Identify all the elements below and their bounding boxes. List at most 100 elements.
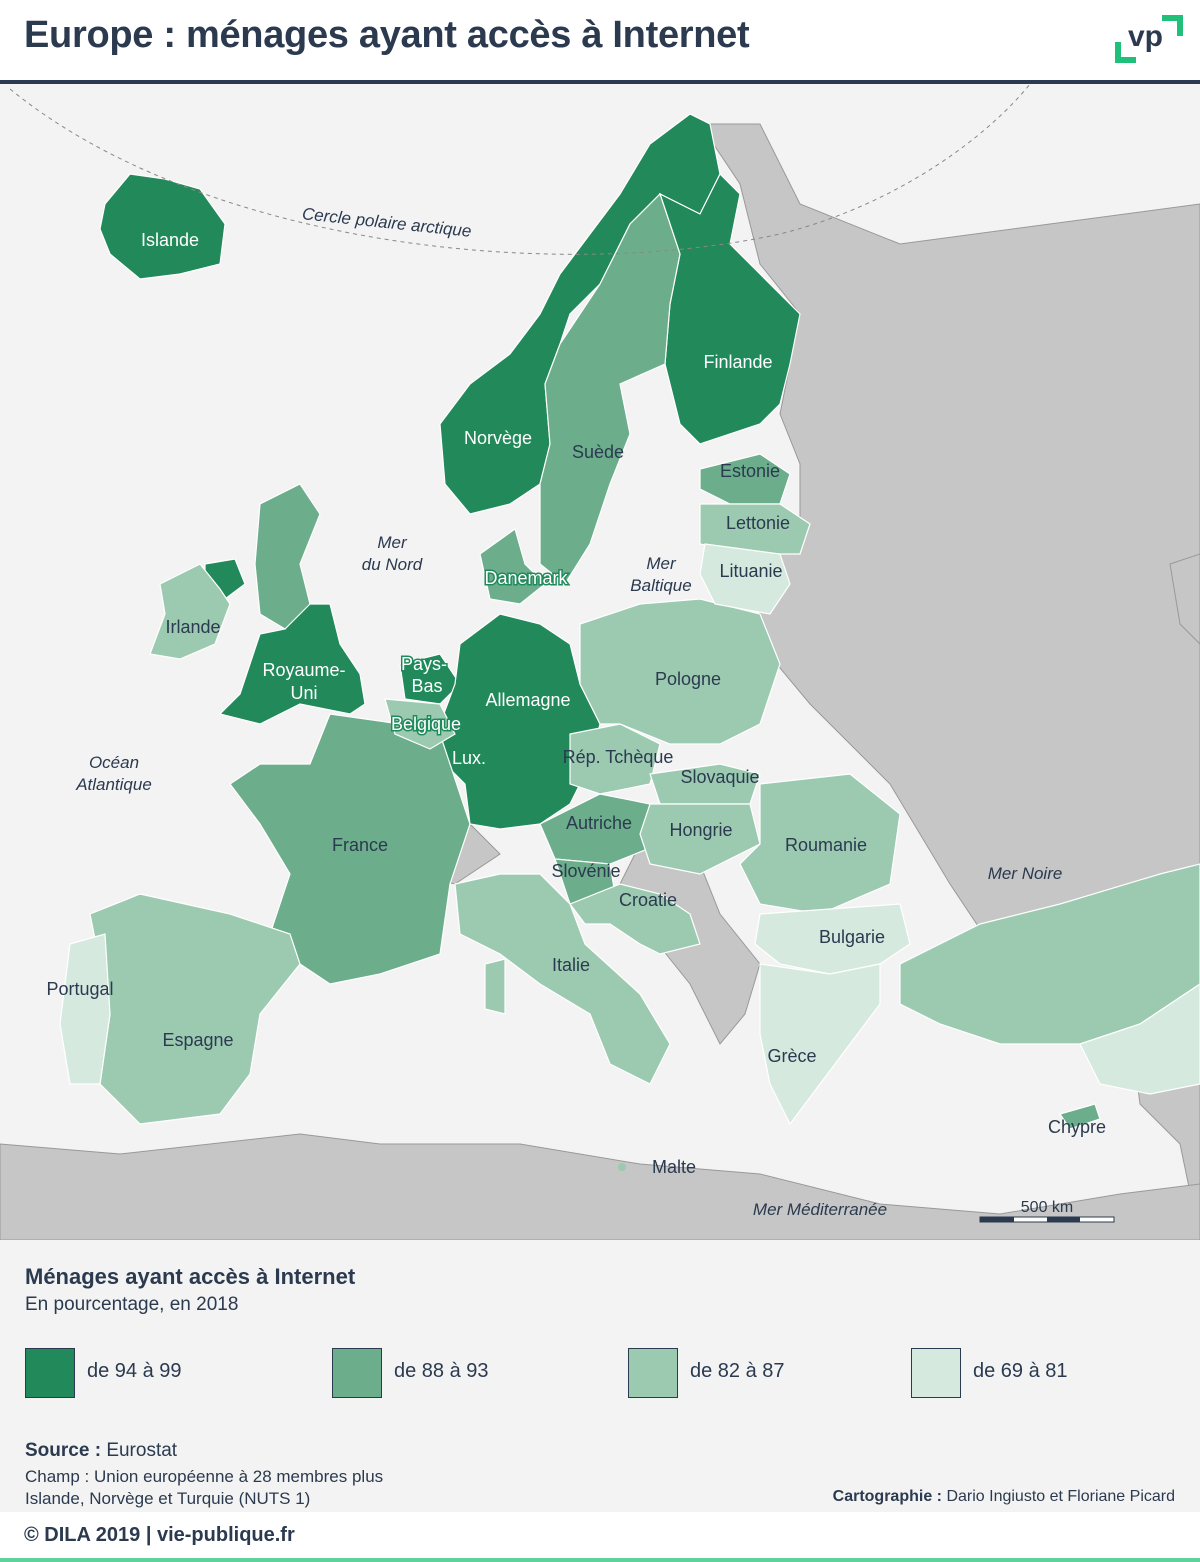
label-pays-bas-1: Pays- <box>401 654 447 674</box>
scale-label: 500 km <box>1021 1199 1073 1216</box>
country-turquie-east[interactable] <box>1079 983 1200 1095</box>
label-estonie: Estonie <box>720 461 780 481</box>
footer: © DILA 2019 | vie-publique.fr <box>0 1512 1200 1562</box>
label-mediterranean: Mer Méditerranée <box>753 1200 887 1219</box>
page-title: Europe : ménages ayant accès à Internet <box>24 14 750 56</box>
country-lettonie[interactable] <box>699 503 811 555</box>
source-scope: Champ : Union européenne à 28 membres pl… <box>25 1467 384 1508</box>
label-rep-tcheque: Rép. Tchèque <box>563 747 674 767</box>
label-roumanie: Roumanie <box>785 835 867 855</box>
label-danemark: Danemark <box>484 568 568 588</box>
label-grece: Grèce <box>767 1046 816 1066</box>
source-value: Eurostat <box>106 1440 178 1461</box>
label-italie: Italie <box>552 955 590 975</box>
country-france[interactable] <box>229 713 471 985</box>
legend: Ménages ayant accès à Internet En pource… <box>0 1240 1200 1512</box>
country-slovaquie[interactable] <box>649 763 761 805</box>
label-lituanie: Lituanie <box>719 561 782 581</box>
legend-swatch <box>911 1348 961 1398</box>
label-atlantic-2: Atlantique <box>75 775 152 794</box>
label-royaume-uni-1: Royaume- <box>262 660 345 680</box>
credits-label: Cartographie : <box>832 1488 942 1505</box>
label-baltic-2: Baltique <box>630 576 691 595</box>
country-lituanie[interactable] <box>699 543 791 615</box>
footer-text[interactable]: © DILA 2019 | vie-publique.fr <box>24 1524 295 1546</box>
header: Europe : ménages ayant accès à Internet … <box>0 0 1200 82</box>
label-malte: Malte <box>652 1157 696 1177</box>
legend-title: Ménages ayant accès à Internet <box>25 1264 356 1289</box>
class-82-87 <box>89 503 1200 1125</box>
label-atlantic-1: Océan <box>89 753 139 772</box>
europe-map[interactable]: Cercle polaire arctique Mer du Nord Mer … <box>0 84 1200 1240</box>
label-islande: Islande <box>141 230 199 250</box>
logo-brackets-icon <box>1115 15 1183 63</box>
label-pays-bas-2: Bas <box>411 676 442 696</box>
country-hongrie[interactable] <box>639 803 761 875</box>
label-france: France <box>332 835 388 855</box>
label-irlande: Irlande <box>165 617 220 637</box>
label-hongrie: Hongrie <box>669 820 732 840</box>
legend-label: de 82 à 87 <box>690 1360 785 1382</box>
label-autriche: Autriche <box>566 813 632 833</box>
country-scotland[interactable] <box>254 483 321 630</box>
arctic-circle-line <box>9 84 1031 255</box>
label-north-sea-2: du Nord <box>362 555 423 574</box>
label-black-sea: Mer Noire <box>988 864 1063 883</box>
country-pays-bas[interactable] <box>399 653 461 705</box>
legend-swatch <box>25 1348 75 1398</box>
label-suede: Suède <box>572 442 624 462</box>
country-islande[interactable] <box>99 173 226 280</box>
country-portugal[interactable] <box>59 933 111 1085</box>
class-94-99 <box>99 113 801 830</box>
label-lettonie: Lettonie <box>726 513 790 533</box>
country-irlande[interactable] <box>149 563 231 660</box>
legend-swatch <box>628 1348 678 1398</box>
label-allemagne: Allemagne <box>485 690 570 710</box>
label-bulgarie: Bulgarie <box>819 927 885 947</box>
country-danemark[interactable] <box>479 528 546 605</box>
country-chypre[interactable] <box>1059 1103 1101 1130</box>
label-arctic-circle: Cercle polaire arctique <box>301 204 472 241</box>
country-pologne[interactable] <box>579 598 781 745</box>
label-lux: Lux. <box>452 748 486 768</box>
vp-logo[interactable]: vp <box>1114 14 1184 64</box>
label-slovenie: Slovénie <box>551 861 620 881</box>
label-pologne: Pologne <box>655 669 721 689</box>
label-portugal: Portugal <box>46 979 113 999</box>
legend-label: de 69 à 81 <box>973 1360 1068 1382</box>
logo-text: vp <box>1128 20 1164 53</box>
legend-subtitle: En pourcentage, en 2018 <box>25 1294 239 1315</box>
legend-label: de 94 à 99 <box>87 1360 182 1382</box>
country-royaume-uni[interactable] <box>218 603 366 725</box>
label-finlande: Finlande <box>703 352 772 372</box>
country-suede[interactable] <box>539 192 681 585</box>
country-espagne[interactable] <box>89 893 301 1125</box>
label-croatie: Croatie <box>619 890 677 910</box>
footer-rule <box>0 1558 1200 1562</box>
label-chypre: Chypre <box>1048 1117 1106 1137</box>
country-rep-tcheque[interactable] <box>569 723 661 795</box>
label-north-sea-1: Mer <box>377 533 408 552</box>
country-malte[interactable] <box>618 1163 626 1171</box>
legend-label: de 88 à 93 <box>394 1360 489 1382</box>
label-royaume-uni-2: Uni <box>290 683 317 703</box>
label-norvege: Norvège <box>464 428 532 448</box>
source: Source : Eurostat <box>25 1440 177 1462</box>
country-croatie[interactable] <box>569 883 701 955</box>
scale-bar: 500 km <box>979 1199 1115 1223</box>
credits-value: Dario Ingiusto et Floriane Picard <box>946 1488 1175 1505</box>
country-belgique[interactable] <box>384 698 456 750</box>
label-slovaquie: Slovaquie <box>680 767 759 787</box>
label-baltic-1: Mer <box>646 554 677 573</box>
country-sardaigne[interactable] <box>484 958 506 1015</box>
country-grece[interactable] <box>759 963 881 1126</box>
credits: Cartographie : Dario Ingiusto et Florian… <box>833 1488 1175 1506</box>
source-label: Source : <box>25 1440 102 1461</box>
header-rule <box>0 80 1200 84</box>
class-69-81 <box>59 543 1200 1126</box>
label-belgique: Belgique <box>391 714 461 734</box>
country-allemagne[interactable] <box>439 613 601 830</box>
legend-swatch <box>332 1348 382 1398</box>
label-espagne: Espagne <box>162 1030 233 1050</box>
country-italie[interactable] <box>454 873 671 1085</box>
